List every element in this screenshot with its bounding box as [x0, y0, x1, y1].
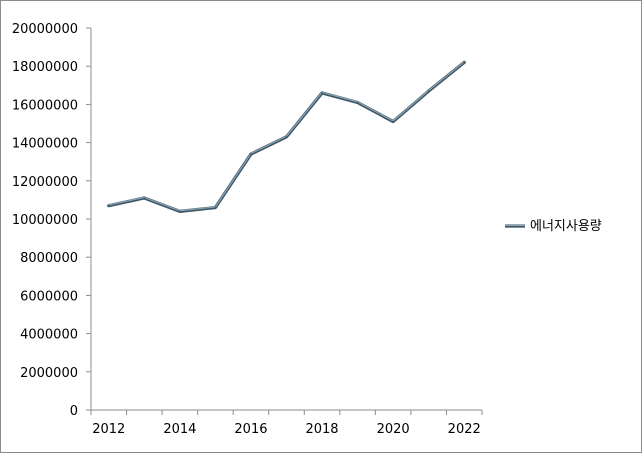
data-point [143, 197, 146, 199]
data-point [463, 61, 466, 64]
data-point [427, 90, 430, 92]
data-point [356, 101, 359, 104]
y-tick-label: 20000000 [12, 22, 78, 37]
y-tick-label: 18000000 [12, 60, 78, 75]
y-tick-label: 14000000 [12, 137, 78, 152]
y-tick-label: 2000000 [20, 366, 78, 381]
x-tick-label: 2020 [377, 422, 410, 437]
y-tick-label: 6000000 [20, 289, 78, 304]
x-tick-label: 2014 [163, 422, 196, 437]
data-point [321, 92, 323, 94]
legend-label: 에너지사용량 [530, 219, 602, 234]
y-tick-label: 4000000 [20, 328, 78, 343]
x-tick-label: 2016 [234, 422, 267, 437]
y-tick-label: 10000000 [12, 213, 78, 228]
data-point [392, 120, 394, 123]
y-tick-label: 16000000 [12, 98, 78, 113]
y-tick-label: 0 [70, 404, 78, 419]
data-point [107, 204, 110, 207]
data-point [179, 210, 181, 213]
x-tick-label: 2018 [305, 422, 338, 437]
x-tick-label: 2022 [448, 422, 481, 437]
data-point [285, 136, 288, 138]
data-point [214, 206, 217, 209]
y-tick-label: 8000000 [20, 251, 78, 266]
y-tick-label: 12000000 [12, 175, 78, 190]
x-tick-label: 2012 [92, 422, 125, 437]
data-point [250, 153, 252, 155]
